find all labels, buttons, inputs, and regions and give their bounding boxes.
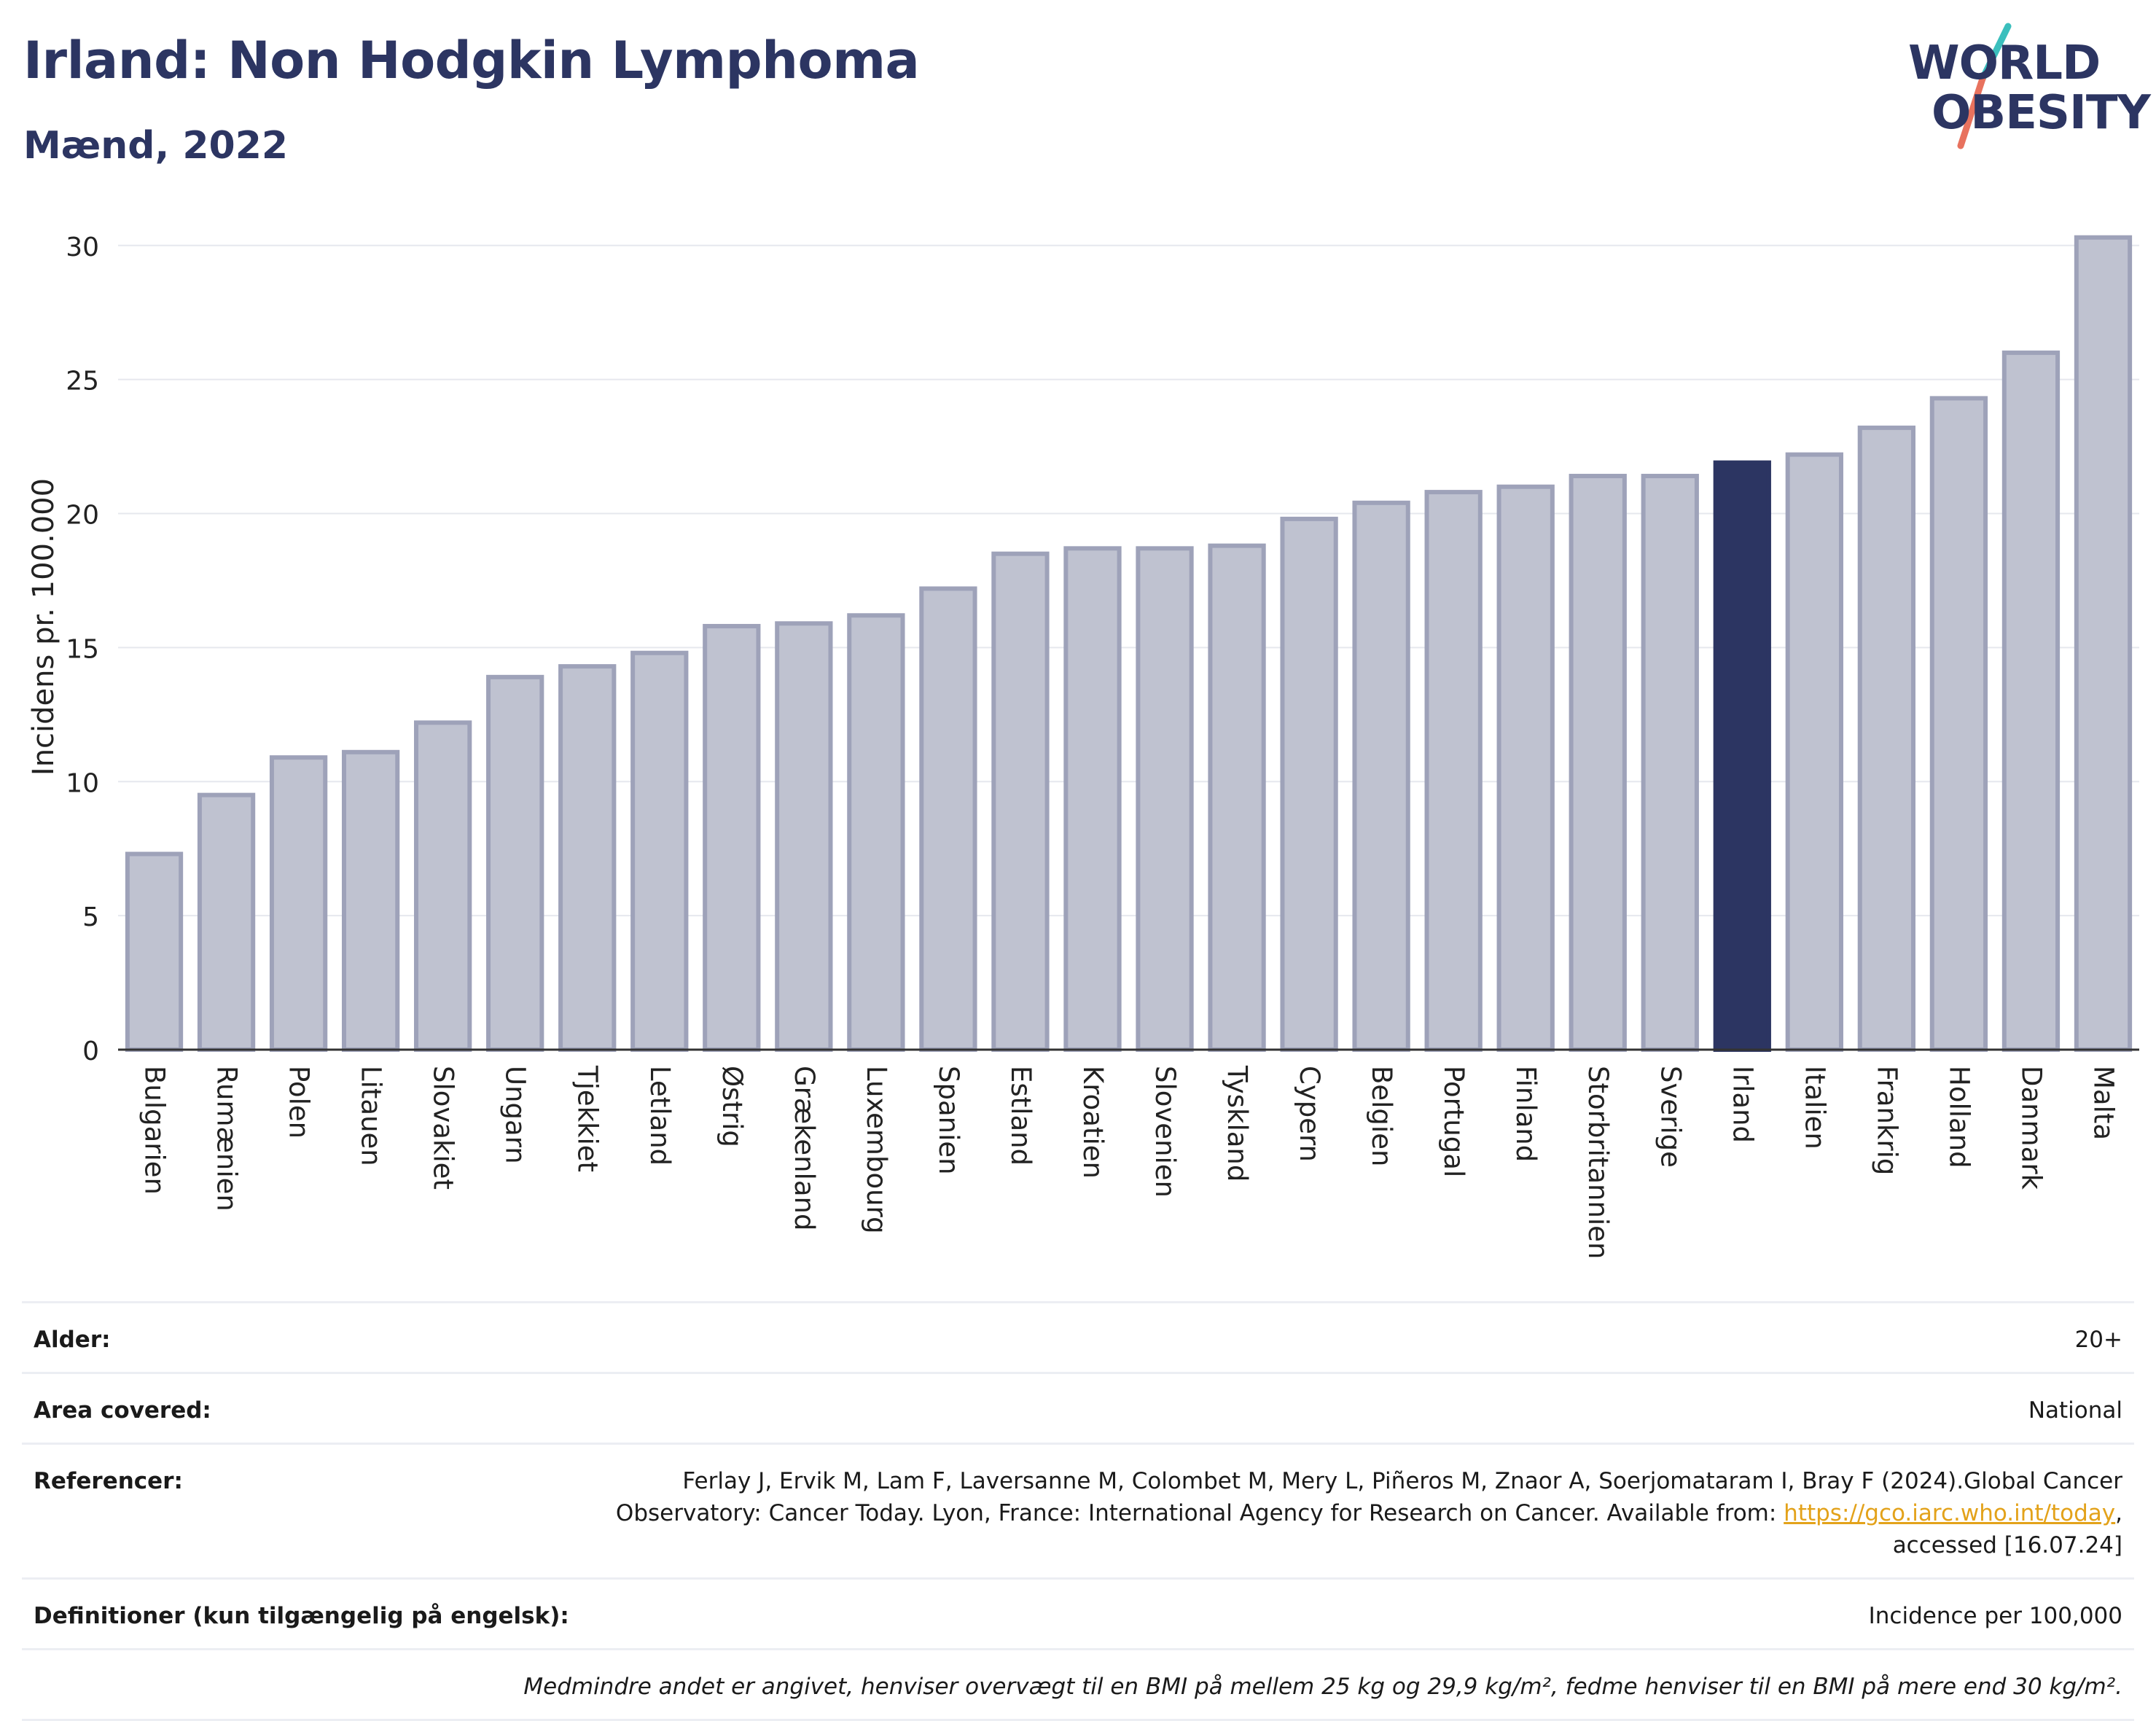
bar	[1424, 490, 1483, 1052]
x-tick-label: Sverige	[1655, 1066, 1686, 1168]
references-value: Ferlay J, Ervik M, Lam F, Laversanne M, …	[616, 1465, 2122, 1561]
y-tick-label: 15	[66, 634, 99, 664]
bar	[775, 621, 833, 1052]
x-tick-label: Italien	[1799, 1066, 1830, 1150]
bar	[1641, 474, 1699, 1052]
bar	[558, 664, 617, 1052]
x-tick-label: Holland	[1943, 1066, 1975, 1168]
bar	[414, 720, 472, 1053]
area-label: Area covered:	[34, 1397, 211, 1424]
meta-row-references: Referencer: Ferlay J, Ervik M, Lam F, La…	[22, 1443, 2134, 1577]
x-tick-label: Rumænien	[211, 1066, 243, 1211]
y-tick-label: 30	[66, 233, 99, 262]
bar	[703, 623, 761, 1052]
definitions-value: Incidence per 100,000	[1868, 1603, 2122, 1629]
bar	[1569, 474, 1627, 1052]
x-tick-label: Spanien	[933, 1066, 964, 1175]
page-title: Irland: Non Hodgkin Lymphoma	[23, 31, 920, 90]
bar	[1785, 452, 1843, 1052]
references-line-3: accessed [16.07.24]	[1892, 1532, 2122, 1558]
world-obesity-logo: WORLD OBESITY	[1895, 22, 2151, 153]
x-tick-label: Finland	[1510, 1066, 1542, 1162]
x-tick-label: Litauen	[356, 1066, 387, 1166]
logo-text-world: WORLD	[1908, 36, 2101, 90]
y-tick-label: 5	[82, 902, 99, 932]
area-value: National	[2028, 1397, 2122, 1424]
bar-chart: 0 5 10 15 20 25 30 Bulgarien Rumænien Polen Litaue…	[66, 233, 2139, 1259]
x-tick-label: Tjekkiet	[572, 1065, 604, 1172]
bmi-note: Medmindre andet er angivet, henviser ove…	[523, 1674, 2122, 1700]
x-tick-label: Letland	[644, 1066, 676, 1166]
x-tick-label: Malta	[2087, 1066, 2119, 1140]
bar	[2074, 235, 2133, 1052]
x-tick-label: Tyskland	[1222, 1065, 1253, 1182]
page-subtitle: Mænd, 2022	[23, 124, 289, 168]
bar	[125, 851, 184, 1052]
x-tick-label: Ungarn	[500, 1066, 531, 1164]
meta-row-age: Alder: 20+	[22, 1301, 2134, 1372]
meta-row-note: Medmindre andet er angivet, henviser ove…	[22, 1648, 2134, 1721]
bar	[1857, 425, 1916, 1053]
bar	[197, 792, 256, 1052]
y-tick-label: 10	[66, 768, 99, 798]
x-tick-label: Slovakiet	[428, 1066, 459, 1190]
x-tick-label: Frankrig	[1871, 1066, 1902, 1175]
y-tick-label: 0	[82, 1037, 99, 1066]
references-label: Referencer:	[34, 1468, 183, 1494]
x-tick-label: Belgien	[1366, 1066, 1397, 1166]
x-tick-label: Kroatien	[1077, 1066, 1109, 1179]
bar	[991, 551, 1050, 1052]
bar	[919, 586, 977, 1052]
x-tick-label: Bulgarien	[139, 1066, 171, 1195]
bar	[1929, 396, 1988, 1052]
logo-text-obesity: OBESITY	[1932, 86, 2151, 140]
references-link[interactable]: https://gco.iarc.who.int/today	[1784, 1500, 2116, 1526]
bar	[341, 749, 400, 1052]
meta-row-definitions: Definitioner (kun tilgængelig på engelsk…	[22, 1577, 2134, 1648]
age-label: Alder:	[34, 1327, 111, 1353]
x-tick-label: Estland	[1005, 1066, 1036, 1166]
metadata-table: Alder: 20+ Area covered: National Refere…	[22, 1301, 2134, 1721]
x-tick-label: Danmark	[2015, 1066, 2047, 1190]
logo-slash-icon	[1957, 23, 2012, 149]
bar	[1063, 546, 1122, 1052]
definitions-label: Definitioner (kun tilgængelig på engelsk…	[34, 1603, 569, 1629]
x-tick-label: Slovenien	[1149, 1066, 1181, 1198]
x-tick-label: Polen	[284, 1066, 315, 1139]
bar	[486, 674, 544, 1052]
x-tick-label: Cypern	[1294, 1066, 1325, 1162]
y-tick-label: 20	[66, 501, 99, 531]
age-value: 20+	[2074, 1327, 2122, 1353]
y-tick-label: 25	[66, 367, 99, 397]
bar-highlight	[1713, 460, 1771, 1053]
references-line-2-end: ,	[2115, 1500, 2122, 1526]
bar	[1280, 516, 1338, 1052]
x-tick-label: Storbritannien	[1582, 1066, 1614, 1259]
bar	[1496, 484, 1555, 1052]
bar	[847, 613, 905, 1052]
bar	[2001, 350, 2061, 1052]
references-line-2: Observatory: Cancer Today. Lyon, France:…	[615, 1500, 1784, 1526]
x-tick-label: Irland	[1727, 1066, 1758, 1143]
x-tick-label: Luxembourg	[861, 1066, 892, 1234]
meta-row-area: Area covered: National	[22, 1372, 2134, 1443]
bar	[269, 755, 328, 1053]
x-tick-label: Portugal	[1438, 1066, 1469, 1177]
bar	[1136, 546, 1194, 1052]
x-tick-label: Grækenland	[789, 1066, 820, 1230]
bar	[630, 650, 689, 1052]
bar	[1208, 543, 1266, 1053]
bar	[1352, 500, 1410, 1052]
references-line-1: Ferlay J, Ervik M, Lam F, Laversanne M, …	[682, 1468, 2122, 1494]
x-tick-label: Østrig	[716, 1066, 748, 1147]
